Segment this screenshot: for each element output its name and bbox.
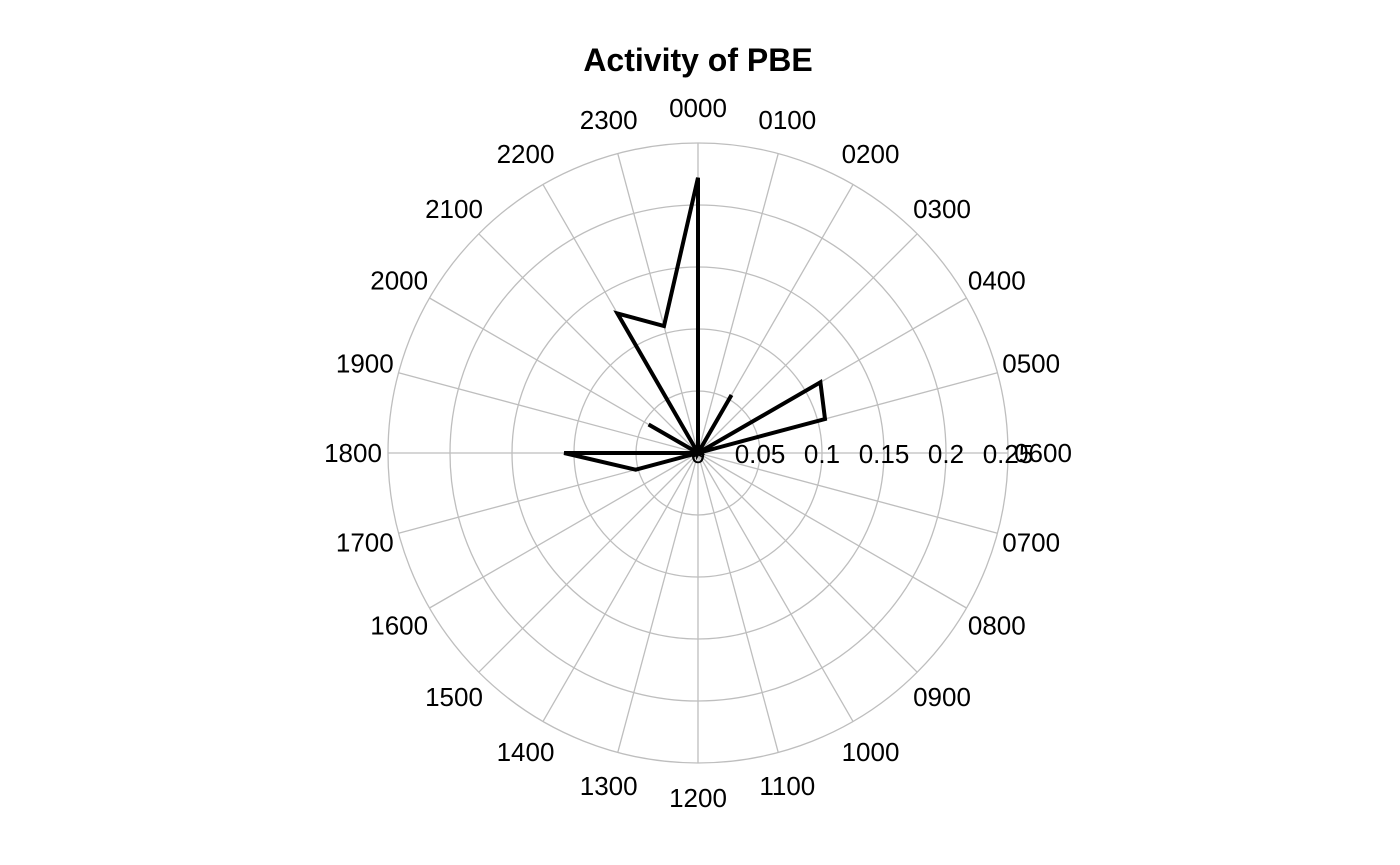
hour-label-0600: 0600 bbox=[1014, 438, 1072, 468]
grid-spoke bbox=[542, 452, 699, 722]
grid-spoke bbox=[617, 153, 699, 454]
hour-label-1500: 1500 bbox=[425, 682, 483, 712]
grid-spoke bbox=[697, 452, 967, 609]
hour-label-1100: 1100 bbox=[759, 771, 815, 801]
grid-spoke bbox=[697, 233, 918, 454]
grid-spoke bbox=[617, 452, 699, 753]
radial-tick-label: 0.2 bbox=[928, 439, 964, 469]
radial-tick-label: 0.25 bbox=[983, 439, 1034, 469]
radial-tick-label: 0 bbox=[691, 439, 705, 469]
hour-label-1600: 1600 bbox=[370, 611, 428, 641]
hour-label-0700: 0700 bbox=[1002, 527, 1060, 557]
hour-label-0000: 0000 bbox=[669, 93, 727, 123]
grid-spoke bbox=[697, 452, 918, 673]
chart-title: Activity of PBE bbox=[583, 42, 812, 78]
radial-tick-label: 0.15 bbox=[859, 439, 910, 469]
hour-label-1700: 1700 bbox=[336, 527, 394, 557]
hour-label-2000: 2000 bbox=[370, 266, 428, 296]
hour-label-1000: 1000 bbox=[842, 737, 900, 767]
grid-spoke bbox=[429, 452, 699, 609]
series-line-0 bbox=[563, 177, 828, 472]
hour-label-1300: 1300 bbox=[580, 771, 638, 801]
grid-spoke bbox=[398, 372, 699, 454]
radial-tick-label: 0.1 bbox=[804, 439, 840, 469]
hour-label-2100: 2100 bbox=[425, 194, 483, 224]
series-layer bbox=[563, 177, 828, 472]
hour-label-1200: 1200 bbox=[669, 783, 727, 813]
grid-spoke bbox=[697, 452, 854, 722]
hour-label-0400: 0400 bbox=[968, 266, 1026, 296]
grid-spoke bbox=[478, 452, 699, 673]
hour-label-2200: 2200 bbox=[497, 139, 555, 169]
radial-tick-label: 0.05 bbox=[735, 439, 786, 469]
grid-spoke bbox=[478, 233, 699, 454]
hour-label-0100: 0100 bbox=[758, 105, 816, 135]
grid-spoke bbox=[697, 452, 998, 534]
hour-label-0800: 0800 bbox=[968, 611, 1026, 641]
hour-label-0300: 0300 bbox=[913, 194, 971, 224]
hour-label-0500: 0500 bbox=[1002, 349, 1060, 379]
hour-labels: 0000 0100 0200 0300 0400 0500 0600 0700 0800 0900… bbox=[324, 93, 1072, 813]
hour-label-0200: 0200 bbox=[842, 139, 900, 169]
hour-label-1800: 1800 bbox=[324, 438, 382, 468]
hour-label-0900: 0900 bbox=[913, 682, 971, 712]
grid-spoke bbox=[697, 153, 779, 454]
hour-label-1900: 1900 bbox=[336, 349, 394, 379]
hour-label-2300: 2300 bbox=[580, 105, 638, 135]
grid-spoke bbox=[697, 452, 779, 753]
hour-label-1400: 1400 bbox=[497, 737, 555, 767]
radial-tick-labels: 0 0.05 0.1 0.15 0.2 0.25 bbox=[691, 439, 1034, 469]
